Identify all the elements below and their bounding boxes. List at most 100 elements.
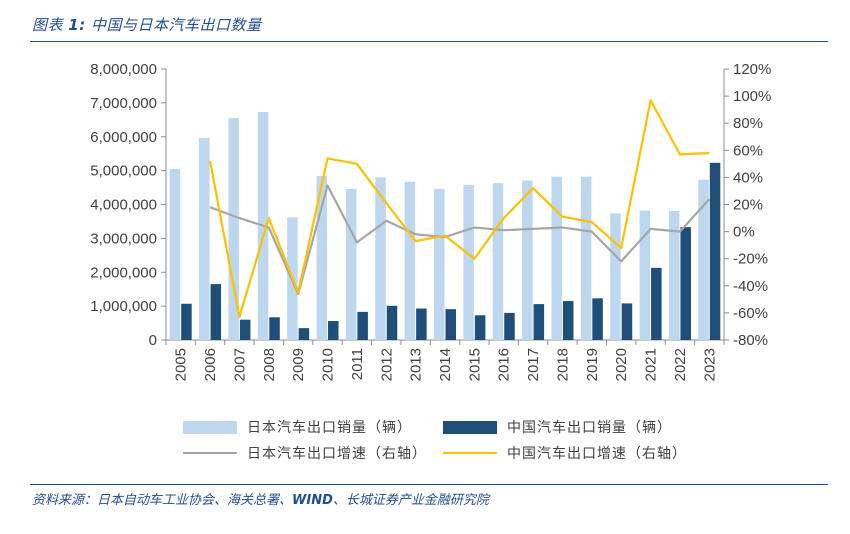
china-sales-bar (239, 319, 251, 340)
right-axis-tick-label: -40% (733, 278, 768, 295)
legend-china-growth: 中国汽车出口增速（右轴） (443, 443, 687, 463)
japan-sales-bar (434, 188, 445, 340)
china-sales-bar (298, 328, 310, 340)
japan-sales-bar (639, 210, 651, 340)
chart-canvas: 0 1,000,000 2,000,000 3,000,000 4,000,000 5,0… (90, 61, 771, 381)
china-sales-bar (592, 298, 603, 340)
x-axis-tick-label: 2011 (349, 348, 366, 380)
right-axis-tick-label: 80% (733, 115, 763, 132)
left-axis-tick-label: 3,000,000 (90, 230, 157, 247)
legend-japan-sales-swatch (183, 420, 237, 434)
left-axis-tick-label: 0 (149, 332, 157, 349)
china-sales-bar (621, 303, 633, 340)
x-axis-tick-label: 2008 (261, 348, 278, 381)
x-axis-tick-label: 2021 (643, 348, 660, 381)
legend-japan-growth-line (183, 452, 237, 454)
x-axis-tick-label: 2005 (173, 348, 190, 381)
x-axis-tick-label: 2012 (378, 348, 395, 381)
left-axis-tick-label: 4,000,000 (90, 197, 157, 214)
china-sales-bar (474, 315, 486, 340)
china-sales-bar (562, 301, 574, 340)
japan-sales-bar (375, 177, 386, 340)
right-axis-tick-label: -20% (733, 251, 768, 268)
x-axis-tick-label: 2006 (202, 348, 219, 381)
japan-sales-bar (169, 168, 181, 340)
china-sales-bar (181, 303, 192, 340)
right-axis-tick-label: -80% (733, 332, 768, 349)
left-axis-tick-label: 5,000,000 (90, 163, 157, 180)
legend-japan-growth: 日本汽车出口增速（右轴） (183, 443, 427, 463)
china-growth-line (209, 99, 710, 319)
china-sales-bar (651, 267, 662, 340)
left-axis-tick-label: 6,000,000 (90, 129, 157, 146)
x-axis-tick-label: 2017 (525, 348, 542, 381)
right-axis-tick-label: 40% (733, 169, 763, 186)
japan-sales-bar (316, 176, 328, 340)
china-sales-bar (709, 162, 721, 340)
right-axis-tick-label: 120% (733, 61, 771, 78)
bottom-rule (30, 484, 828, 485)
left-axis-tick-label: 1,000,000 (90, 298, 157, 315)
legend-china-sales-swatch (443, 420, 497, 434)
x-axis-tick-label: 2023 (701, 348, 718, 381)
x-axis-tick-label: 2022 (672, 348, 689, 381)
top-rule (30, 41, 828, 42)
figure-title-prefix: 图表 (32, 16, 64, 34)
x-axis-tick-label: 2009 (290, 348, 307, 381)
x-axis-tick-label: 2018 (554, 348, 571, 381)
x-axis-tick-label: 2010 (320, 348, 337, 381)
x-axis-tick-label: 2016 (496, 348, 513, 381)
legend-japan-growth-label: 日本汽车出口增速（右轴） (247, 446, 427, 462)
x-axis-tick-label: 2014 (437, 348, 454, 381)
x-axis-tick-label: 2007 (231, 348, 248, 381)
legend-japan-sales: 日本汽车出口销量（辆） (183, 417, 412, 437)
japan-sales-bar (404, 181, 416, 340)
china-sales-bar (357, 311, 368, 340)
china-sales-bar (416, 308, 427, 340)
source-prefix: 资料来源：日本自动车工业协会、海关总署、 (32, 493, 293, 508)
china-sales-bar (386, 305, 398, 340)
japan-growth-line (209, 184, 711, 295)
source-wind: WIND (292, 493, 333, 508)
china-sales-bar (269, 317, 280, 340)
japan-sales-bar (492, 183, 504, 340)
right-axis-tick-label: 0% (733, 224, 755, 241)
japan-sales-bar (551, 176, 562, 340)
japan-sales-bar (668, 210, 680, 340)
china-sales-bar (504, 312, 515, 340)
x-axis-tick-label: 2020 (613, 348, 630, 381)
figure-title: 图表 1: 中国与日本汽车出口数量 (32, 14, 262, 35)
figure-title-text: 中国与日本汽车出口数量 (91, 16, 262, 34)
japan-sales-bar (580, 176, 592, 340)
left-axis-tick-label: 8,000,000 (90, 61, 157, 78)
right-axis-tick-label: -60% (733, 305, 768, 322)
left-axis-tick-label: 7,000,000 (90, 95, 157, 112)
right-axis-tick-label: 60% (733, 142, 763, 159)
china-sales-bar (445, 309, 456, 340)
right-axis-tick-label: 20% (733, 197, 763, 214)
x-axis-tick-label: 2019 (584, 348, 601, 381)
japan-sales-bar (345, 188, 357, 340)
china-sales-bar (533, 304, 545, 340)
legend-china-growth-line (443, 452, 497, 454)
legend-china-sales-label: 中国汽车出口销量（辆） (507, 420, 672, 436)
x-axis-tick-label: 2015 (466, 348, 483, 381)
right-axis-tick-label: 100% (733, 88, 771, 105)
legend-japan-sales-label: 日本汽车出口销量（辆） (247, 420, 412, 436)
figure-title-number: 1: (68, 16, 86, 34)
china-sales-bar (680, 227, 691, 340)
japan-sales-bar (522, 180, 533, 340)
japan-sales-bar (199, 137, 210, 340)
china-sales-bar (328, 321, 339, 340)
legend-china-growth-label: 中国汽车出口增速（右轴） (507, 446, 687, 462)
japan-sales-bar (698, 179, 709, 340)
legend-china-sales: 中国汽车出口销量（辆） (443, 417, 672, 437)
left-axis-tick-label: 2,000,000 (90, 264, 157, 281)
japan-sales-bar (228, 118, 239, 341)
japan-sales-bar (463, 184, 474, 340)
source-note: 资料来源：日本自动车工业协会、海关总署、WIND、长城证券产业金融研究院 (32, 489, 489, 508)
source-suffix: 、长城证券产业金融研究院 (332, 493, 489, 508)
china-sales-bar (210, 284, 222, 340)
japan-sales-bar (610, 213, 621, 340)
x-axis-tick-label: 2013 (408, 348, 425, 381)
